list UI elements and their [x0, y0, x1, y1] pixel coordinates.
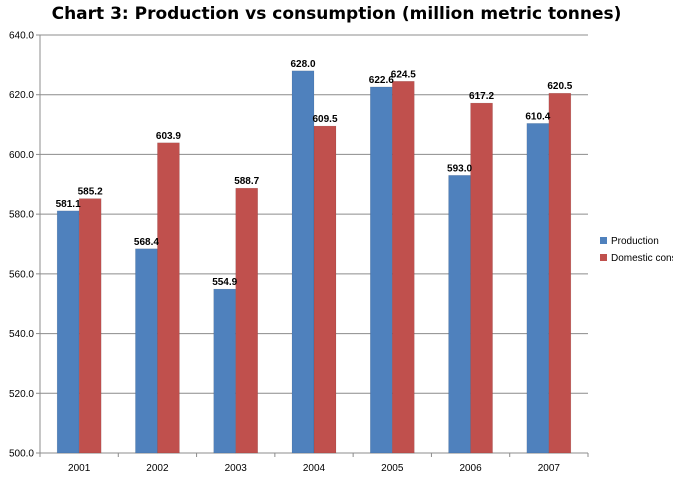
- data-label: 581.1: [56, 199, 81, 210]
- bar-production-2003: [213, 288, 236, 454]
- x-tick-label: 2001: [68, 463, 91, 474]
- bar-production-2006: [448, 175, 471, 454]
- data-label: 620.5: [547, 81, 572, 92]
- bar-domestic-cons-2003: [235, 187, 258, 454]
- legend-swatch: [600, 237, 607, 244]
- x-tick-label: 2007: [538, 463, 561, 474]
- data-label: 585.2: [78, 187, 103, 198]
- data-label: 554.9: [212, 277, 237, 288]
- bar-production-2001: [56, 210, 80, 454]
- bar-domestic-cons-2005: [392, 81, 415, 454]
- legend: Production Domestic cons.: [600, 236, 673, 264]
- y-tick-label: 640.0: [9, 31, 34, 42]
- data-label: 603.9: [156, 131, 181, 142]
- x-tick-label: 2004: [303, 463, 326, 474]
- data-label: 617.2: [469, 91, 494, 102]
- data-label: 593.0: [447, 163, 472, 174]
- bar-production-2004: [291, 70, 315, 454]
- legend-swatch: [600, 254, 607, 261]
- y-tick-label: 600.0: [9, 150, 34, 161]
- legend-label: Domestic cons.: [611, 253, 673, 264]
- chart-title: Chart 3: Production vs consumption (mill…: [51, 4, 622, 24]
- y-tick-label: 620.0: [9, 90, 34, 101]
- x-tick-label: 2005: [381, 463, 404, 474]
- data-label: 610.4: [525, 111, 550, 122]
- x-tick-label: 2003: [225, 463, 248, 474]
- bar-domestic-cons-2002: [157, 142, 180, 454]
- data-label: 568.4: [134, 237, 159, 248]
- y-tick-label: 580.0: [9, 210, 34, 221]
- bar-domestic-cons-2001: [78, 198, 102, 454]
- y-tick-label: 500.0: [9, 449, 34, 460]
- y-tick-label: 560.0: [9, 269, 34, 280]
- y-tick-label: 540.0: [9, 329, 34, 340]
- bars: [56, 70, 572, 454]
- bar-production-2005: [370, 86, 393, 454]
- y-tick-label: 520.0: [9, 389, 34, 400]
- data-label: 588.7: [234, 176, 259, 187]
- x-tick-label: 2006: [459, 463, 482, 474]
- data-label: 609.5: [312, 114, 337, 125]
- bar-production-2007: [526, 123, 550, 454]
- bar-production-2002: [135, 248, 158, 454]
- data-label: 628.0: [290, 59, 315, 70]
- x-tick-label: 2002: [146, 463, 169, 474]
- bar-domestic-cons-2004: [313, 125, 337, 454]
- bar-domestic-cons-2007: [548, 92, 572, 454]
- data-label: 624.5: [391, 69, 416, 80]
- bar-domestic-cons-2006: [470, 102, 493, 454]
- legend-label: Production: [611, 236, 659, 247]
- data-label: 622.6: [369, 75, 394, 86]
